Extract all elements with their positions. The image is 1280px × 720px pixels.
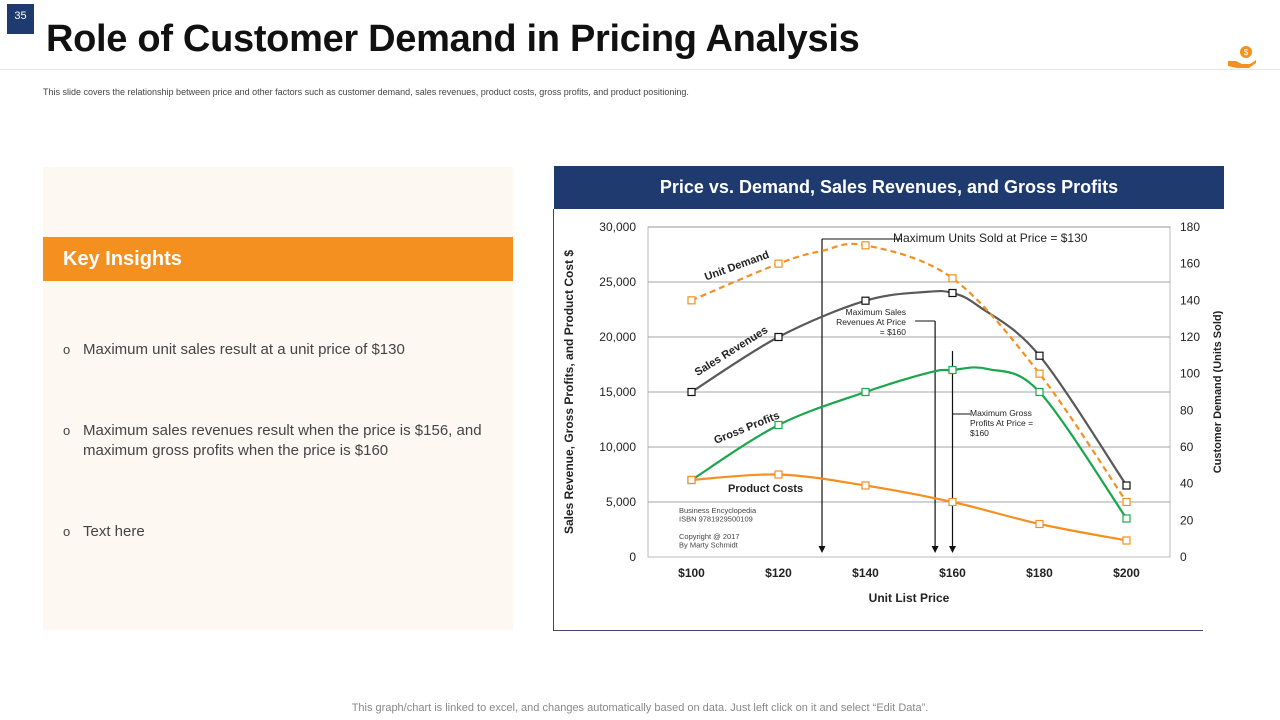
- page-title: Role of Customer Demand in Pricing Analy…: [46, 18, 860, 60]
- y-tick-label: 10,000: [599, 440, 636, 454]
- sales-revenues-point: [774, 332, 783, 342]
- y2-tick-label: 40: [1180, 477, 1194, 491]
- unit-demand-point: [861, 241, 870, 250]
- insight-bullet: o Text here: [63, 522, 503, 542]
- unit-demand-label: Unit Demand: [703, 249, 771, 283]
- insight-bullet: o Maximum unit sales result at a unit pr…: [63, 340, 503, 360]
- unit-demand-point: [948, 274, 957, 283]
- y2-tick-label: 100: [1180, 367, 1200, 381]
- sales-revenues-point: [1122, 481, 1131, 490]
- insight-text: Maximum unit sales result at a unit pric…: [83, 341, 405, 358]
- sales-revenues-point: [948, 288, 957, 298]
- product-costs-point: [1035, 519, 1044, 529]
- max-sales-annotation: = $160: [880, 327, 907, 337]
- gross-profits-point: [774, 420, 783, 430]
- product-costs-point: [687, 475, 696, 485]
- source-note: Business Encyclopedia: [679, 506, 757, 515]
- bullet-mark: o: [63, 423, 71, 438]
- sales-revenues-label: Sales Revenues: [693, 324, 770, 379]
- x-tick-label: $140: [852, 566, 879, 580]
- title-divider: [0, 69, 1280, 70]
- y2-tick-label: 180: [1180, 220, 1200, 234]
- sales-revenues-point: [861, 296, 870, 305]
- unit-demand-point: [1035, 369, 1044, 378]
- y-axis-label: Sales Revenue, Gross Profits, and Produc…: [562, 250, 576, 534]
- bullet-mark: o: [63, 524, 71, 539]
- source-note: ISBN 9781929500109: [679, 515, 753, 524]
- footer-note: This graph/chart is linked to excel, and…: [351, 702, 929, 714]
- x-tick-label: $180: [1026, 566, 1053, 580]
- product-costs-point: [774, 470, 783, 479]
- max-sales-arrow-head: [931, 546, 939, 553]
- y2-tick-label: 140: [1180, 293, 1200, 307]
- slide-number: 35: [7, 4, 34, 34]
- x-tick-label: $160: [939, 566, 966, 580]
- y2-tick-label: 120: [1180, 330, 1200, 344]
- gross-profits-point: [861, 387, 870, 397]
- unit-demand-point: [1122, 497, 1131, 507]
- product-costs-point: [861, 481, 870, 490]
- x-tick-label: $200: [1113, 566, 1140, 580]
- max-gross-arrow-head: [949, 546, 956, 553]
- y2-tick-label: 160: [1180, 257, 1200, 271]
- price-demand-chart[interactable]: 0 5,000 10,000 15,000 20,000 25,000 30,000 0 20 4…: [553, 209, 1223, 630]
- product-costs-point: [948, 497, 957, 507]
- insight-bullet: o Maximum sales revenues result when the…: [63, 421, 503, 461]
- y2-tick-label: 20: [1180, 513, 1194, 527]
- max-units-arrow-head: [818, 546, 826, 553]
- y-tick-label: 20,000: [599, 330, 636, 344]
- gross-profits-point: [1035, 387, 1044, 397]
- y-tick-label: 5,000: [606, 495, 636, 509]
- y-tick-label: 25,000: [599, 275, 636, 289]
- max-sales-annotation: Revenues At Price: [836, 317, 906, 327]
- gross-profits-line: [690, 366, 1128, 520]
- unit-demand-point: [687, 296, 696, 305]
- sales-revenues-point: [1035, 351, 1044, 360]
- insight-text: Text here: [83, 523, 145, 540]
- chart-title: Price vs. Demand, Sales Revenues, and Gr…: [659, 177, 1119, 197]
- product-costs-label: Product Costs: [728, 483, 803, 495]
- y2-tick-label: 80: [1180, 403, 1194, 417]
- money-hand-icon: $: [1228, 46, 1256, 68]
- max-sales-annotation: Maximum Sales: [846, 307, 906, 317]
- sales-revenues-point: [687, 387, 696, 397]
- x-tick-label: $120: [765, 566, 792, 580]
- unit-demand-line: [691, 242, 1128, 503]
- y2-axis-label: Customer Demand (Units Sold): [1212, 310, 1223, 473]
- x-axis-label: Unit List Price: [869, 591, 950, 605]
- y2-tick-label: 60: [1180, 440, 1194, 454]
- y2-tick-label: 0: [1180, 550, 1187, 564]
- slide-subtitle: This slide covers the relationship betwe…: [43, 87, 689, 97]
- max-units-annotation: Maximum Units Sold at Price = $130: [893, 231, 1088, 245]
- unit-demand-point: [774, 259, 783, 268]
- y-tick-label: 30,000: [599, 220, 636, 234]
- sales-revenues-line: [690, 289, 1128, 487]
- max-gross-annotation: $160: [970, 428, 989, 438]
- y-tick-label: 15,000: [599, 385, 636, 399]
- svg-text:$: $: [1244, 48, 1249, 57]
- product-costs-point: [1122, 536, 1131, 545]
- insight-text: Maximum sales revenues result when the p…: [83, 422, 482, 459]
- gross-profits-point: [948, 365, 957, 375]
- source-note: By Marty Schmidt: [679, 540, 739, 549]
- source-note: Copyright @ 2017: [679, 532, 740, 541]
- product-costs-line: [691, 473, 1127, 542]
- chart-header: Price vs. Demand, Sales Revenues, and Gr…: [554, 166, 1224, 209]
- chart-frame: [553, 209, 1203, 631]
- max-gross-annotation: Maximum Gross: [970, 408, 1032, 418]
- gross-profits-point: [1122, 514, 1131, 523]
- insights-header: Key Insights: [43, 237, 513, 281]
- x-tick-label: $100: [678, 566, 705, 580]
- y-tick-label: 0: [629, 550, 636, 564]
- bullet-mark: o: [63, 342, 71, 357]
- insights-title: Key Insights: [63, 248, 182, 270]
- max-gross-annotation: Profits At Price =: [970, 418, 1033, 428]
